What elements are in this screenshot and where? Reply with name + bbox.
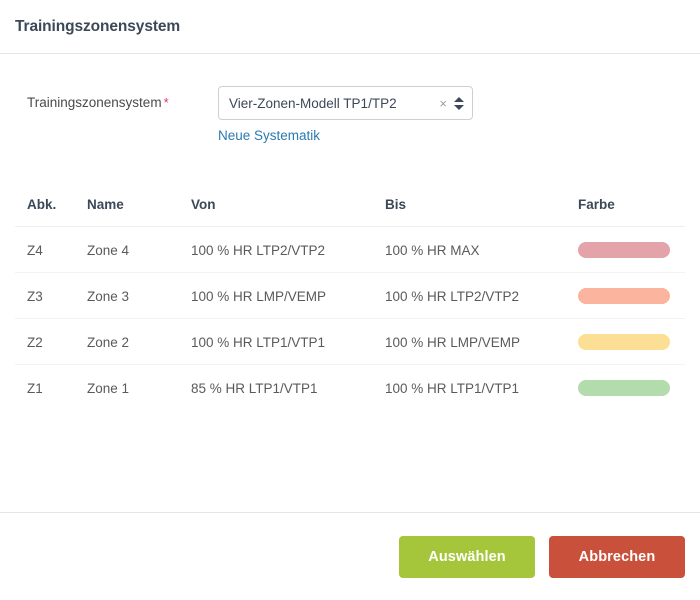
cell-farbe [578, 365, 685, 411]
zones-table: Abk. Name Von Bis Farbe Z4 Zone 4 100 % … [15, 197, 685, 410]
cancel-button[interactable]: Abbrechen [549, 535, 685, 578]
table-row: Z3 Zone 3 100 % HR LMP/VEMP 100 % HR LTP… [15, 272, 685, 319]
dialog-header: Trainingszonensystem [0, 0, 700, 54]
color-swatch [578, 242, 670, 258]
chevron-down-icon [453, 104, 464, 110]
trainingszonensystem-select[interactable]: Vier-Zonen-Modell TP1/TP2 × [218, 86, 473, 120]
cell-name: Zone 4 [87, 226, 191, 273]
trainingszonensystem-form-row: Trainingszonensystem * Vier-Zonen-Modell … [15, 54, 685, 145]
chevron-updown-icon[interactable] [453, 94, 464, 112]
cell-bis: 100 % HR MAX [385, 226, 578, 273]
field-control-wrap: Vier-Zonen-Modell TP1/TP2 × Neue Systema… [218, 86, 685, 145]
color-swatch [578, 334, 670, 350]
column-header-abk: Abk. [15, 197, 87, 227]
zones-table-head: Abk. Name Von Bis Farbe [15, 197, 685, 227]
column-header-name: Name [87, 197, 191, 227]
select-selected-value: Vier-Zonen-Modell TP1/TP2 [229, 95, 397, 111]
field-label-text: Trainingszonensystem [27, 95, 162, 110]
dialog-footer: Auswählen Abbrechen [0, 512, 700, 600]
chevron-up-icon [453, 96, 464, 102]
cell-bis: 100 % HR LTP1/VTP1 [385, 380, 520, 396]
dialog-title: Trainingszonensystem [15, 17, 181, 35]
table-row: Z4 Zone 4 100 % HR LTP2/VTP2 100 % HR MA… [15, 226, 685, 273]
cell-farbe [578, 318, 685, 365]
required-asterisk: * [163, 95, 169, 110]
table-row: Z1 Zone 1 85 % HR LTP1/VTP1 100 % HR LTP… [15, 365, 685, 411]
dialog-body: Trainingszonensystem * Vier-Zonen-Modell … [0, 54, 700, 512]
cell-von: 100 % HR LMP/VEMP [191, 272, 385, 319]
cell-abk: Z4 [15, 226, 87, 273]
column-header-bis: Bis [385, 197, 578, 227]
cell-abk: Z2 [15, 318, 87, 365]
trainingszonensystem-label: Trainingszonensystem * [15, 86, 218, 120]
cell-name: Zone 2 [87, 318, 191, 365]
table-row: Z2 Zone 2 100 % HR LTP1/VTP1 100 % HR LM… [15, 318, 685, 365]
cell-von: 100 % HR LTP2/VTP2 [191, 226, 385, 273]
cell-von: 100 % HR LTP1/VTP1 [191, 318, 385, 365]
cell-farbe [578, 226, 685, 273]
zones-table-body: Z4 Zone 4 100 % HR LTP2/VTP2 100 % HR MA… [15, 226, 685, 411]
select-confirm-button[interactable]: Auswählen [399, 535, 535, 578]
table-header-row: Abk. Name Von Bis Farbe [15, 197, 685, 227]
cell-abk: Z1 [27, 380, 43, 396]
cell-name: Zone 3 [87, 272, 191, 319]
color-swatch [578, 380, 670, 396]
cell-abk: Z3 [15, 272, 87, 319]
column-header-farbe: Farbe [578, 197, 685, 227]
color-swatch [578, 288, 670, 304]
cell-name: Zone 1 [87, 380, 130, 396]
cell-von: 85 % HR LTP1/VTP1 [191, 380, 318, 396]
clear-icon[interactable]: × [439, 95, 447, 111]
neue-systematik-link[interactable]: Neue Systematik [218, 128, 321, 143]
cell-bis: 100 % HR LMP/VEMP [385, 318, 578, 365]
cell-farbe [578, 272, 685, 319]
column-header-von: Von [191, 197, 385, 227]
cell-bis: 100 % HR LTP2/VTP2 [385, 272, 578, 319]
